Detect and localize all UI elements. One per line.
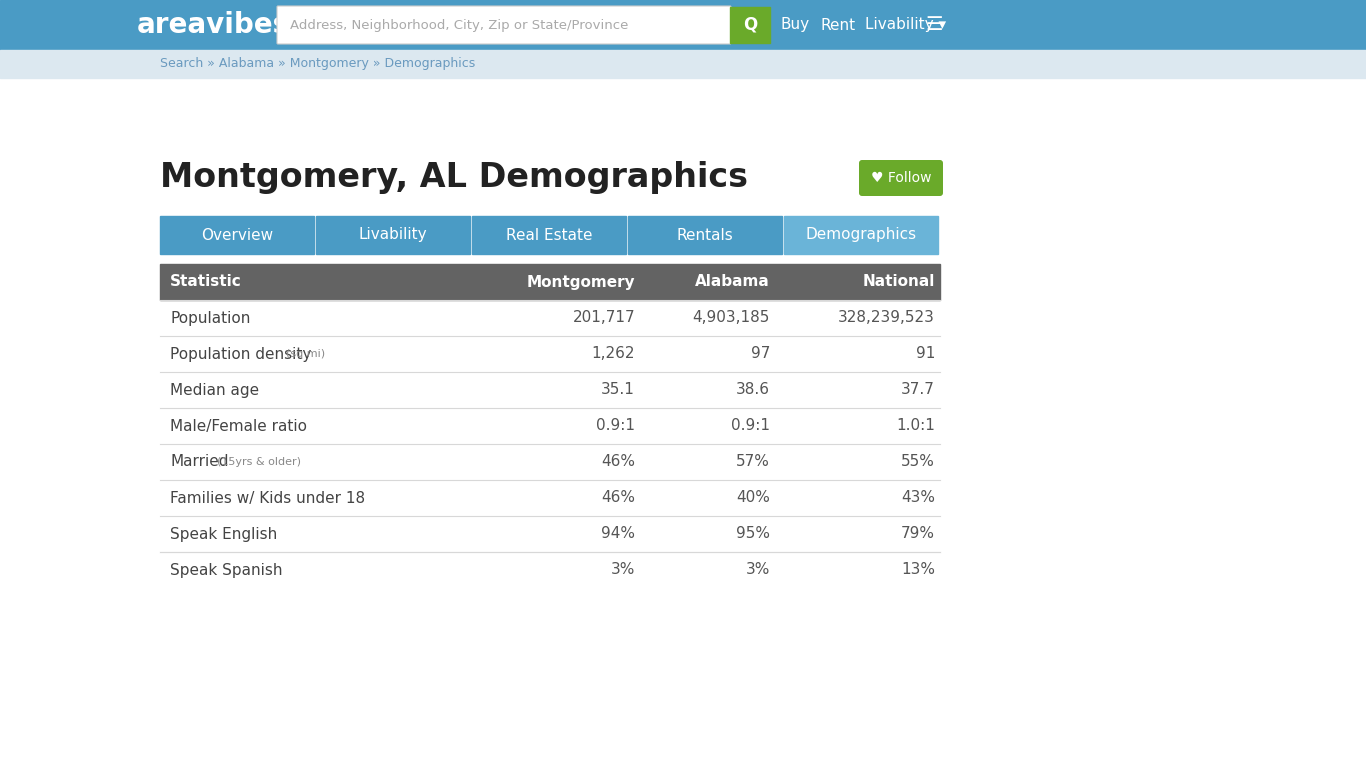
Text: 43%: 43% [902, 491, 934, 505]
Text: 0.9:1: 0.9:1 [731, 419, 770, 433]
Text: 94%: 94% [601, 527, 635, 541]
Text: 35.1: 35.1 [601, 382, 635, 398]
Text: Male/Female ratio: Male/Female ratio [169, 419, 307, 433]
Text: 4,903,185: 4,903,185 [693, 310, 770, 326]
Text: Married: Married [169, 455, 228, 469]
Text: Rent: Rent [820, 18, 855, 32]
Bar [160, 264, 940, 300]
Text: 201,717: 201,717 [572, 310, 635, 326]
Text: Speak English: Speak English [169, 527, 277, 541]
Bar [628, 216, 781, 254]
Text: 37.7: 37.7 [902, 382, 934, 398]
Text: 3%: 3% [746, 562, 770, 578]
Text: Speak Spanish: Speak Spanish [169, 562, 283, 578]
Bar [729, 7, 770, 43]
Text: 38.6: 38.6 [736, 382, 770, 398]
Text: 3%: 3% [611, 562, 635, 578]
Text: Address, Neighborhood, City, Zip or State/Province: Address, Neighborhood, City, Zip or Stat… [290, 18, 628, 31]
Bar [160, 216, 314, 254]
Text: 328,239,523: 328,239,523 [839, 310, 934, 326]
Text: 46%: 46% [601, 455, 635, 469]
Text: ☰: ☰ [925, 15, 943, 35]
Text: areavibes: areavibes [137, 11, 290, 39]
Bar [316, 216, 470, 254]
Text: Population density: Population density [169, 346, 311, 362]
Text: 46%: 46% [601, 491, 635, 505]
FancyBboxPatch shape [859, 160, 943, 196]
Text: 97: 97 [751, 346, 770, 362]
FancyBboxPatch shape [277, 6, 731, 44]
Text: Montgomery: Montgomery [526, 274, 635, 290]
Text: (15yrs & older): (15yrs & older) [217, 457, 301, 467]
Text: ♥ Follow: ♥ Follow [870, 171, 932, 185]
Text: Families w/ Kids under 18: Families w/ Kids under 18 [169, 491, 365, 505]
Text: 40%: 40% [736, 491, 770, 505]
Bar [784, 216, 938, 254]
Text: 79%: 79% [902, 527, 934, 541]
Text: 57%: 57% [736, 455, 770, 469]
Text: (sq mi): (sq mi) [287, 349, 325, 359]
Text: Population: Population [169, 310, 250, 326]
Text: Q: Q [743, 16, 757, 34]
Text: 1,262: 1,262 [591, 346, 635, 362]
Text: 55%: 55% [902, 455, 934, 469]
Text: Alabama: Alabama [695, 274, 770, 290]
Text: Buy: Buy [780, 18, 809, 32]
Bar [0, 50, 1366, 78]
Text: Livability: Livability [359, 227, 428, 243]
Text: 13%: 13% [902, 562, 934, 578]
Text: Search » Alabama » Montgomery » Demographics: Search » Alabama » Montgomery » Demograp… [160, 58, 475, 71]
Bar [473, 216, 626, 254]
Text: 0.9:1: 0.9:1 [596, 419, 635, 433]
Text: Rentals: Rentals [676, 227, 734, 243]
Text: National: National [862, 274, 934, 290]
Text: Statistic: Statistic [169, 274, 242, 290]
Text: 91: 91 [915, 346, 934, 362]
Text: 1.0:1: 1.0:1 [896, 419, 934, 433]
Text: 95%: 95% [736, 527, 770, 541]
Text: Real Estate: Real Estate [505, 227, 593, 243]
Text: Median age: Median age [169, 382, 260, 398]
Text: Livability ▾: Livability ▾ [865, 18, 947, 32]
Text: Montgomery, AL Demographics: Montgomery, AL Demographics [160, 161, 749, 194]
Text: Overview: Overview [201, 227, 273, 243]
Text: Demographics: Demographics [806, 227, 917, 243]
Bar [0, 0, 1366, 50]
